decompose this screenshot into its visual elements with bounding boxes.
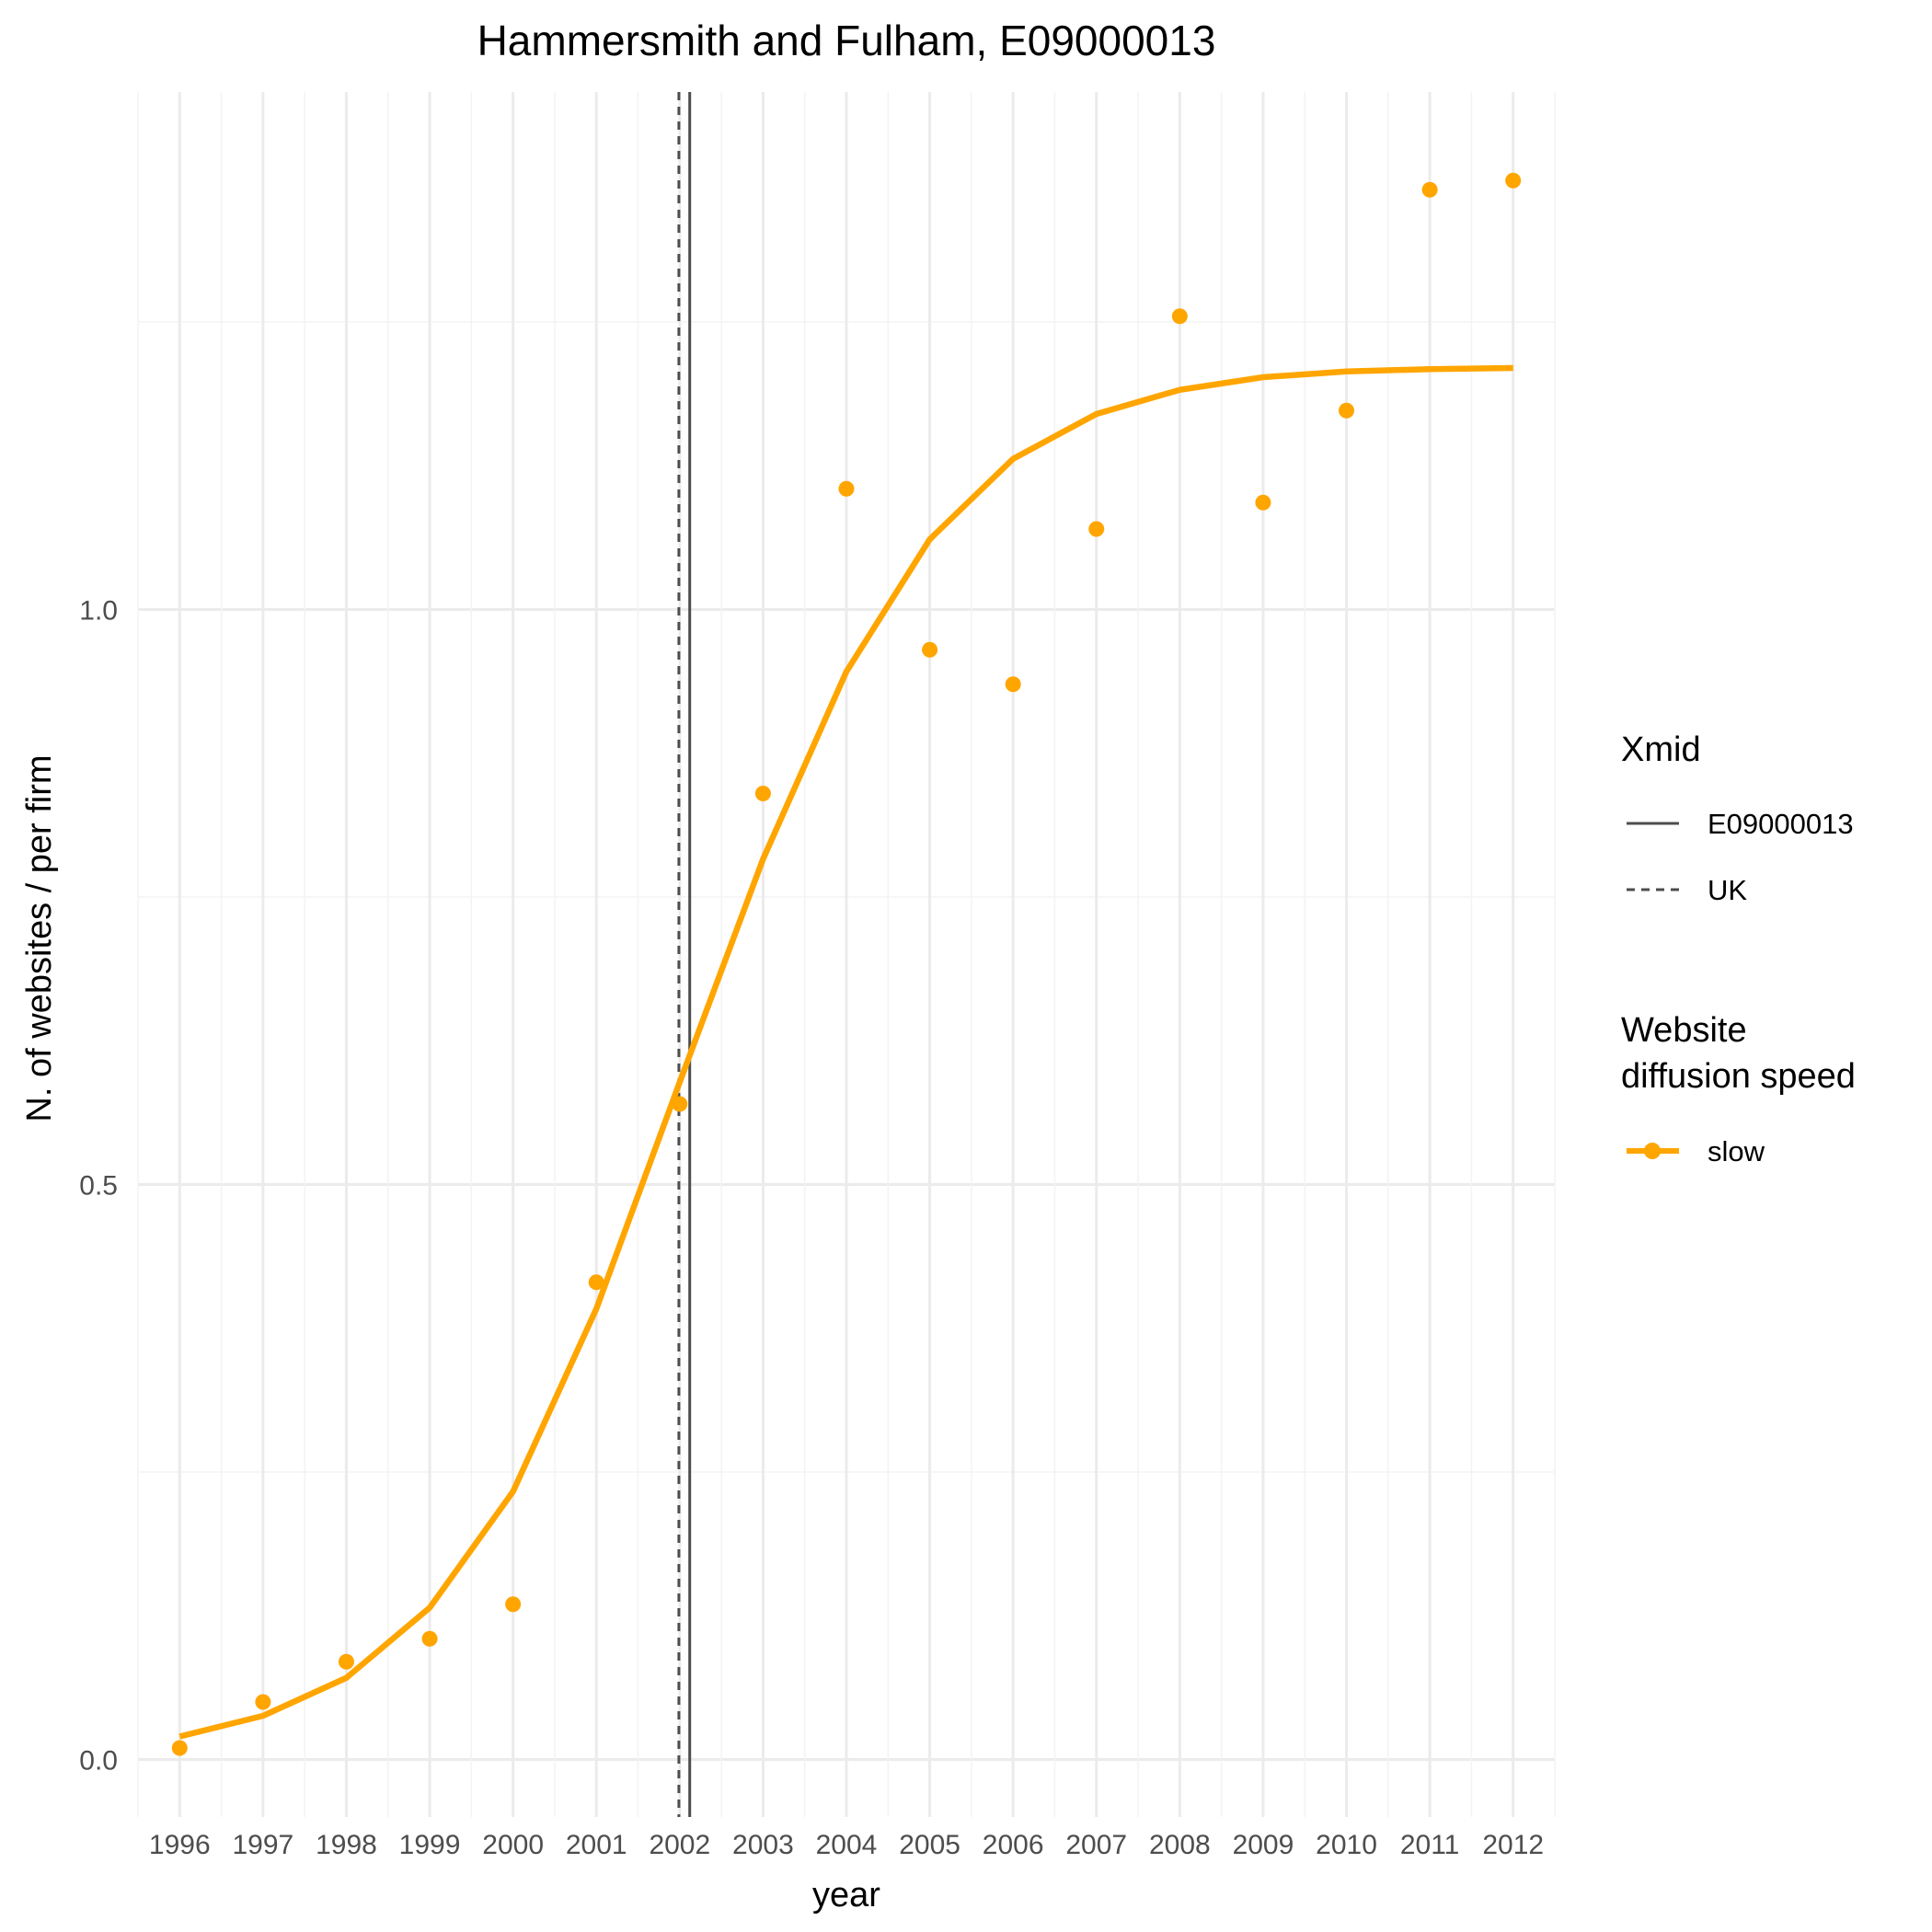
data-point-1999 bbox=[421, 1630, 438, 1647]
x-tick-label-2004: 2004 bbox=[816, 1830, 878, 1860]
axis-labels: 0.0 0.5 1.0 1996 1997 1998 1999 2000 2001 2002 200… bbox=[79, 596, 1544, 1861]
data-point-2010 bbox=[1339, 402, 1355, 419]
data-point-2005 bbox=[922, 641, 938, 658]
x-tick-label-2001: 2001 bbox=[566, 1830, 627, 1860]
legend-title-speed-line2: diffusion speed bbox=[1621, 1057, 1856, 1096]
legend-title-xmid: Xmid bbox=[1621, 730, 1701, 769]
y-axis-title: N. of websites / per firm bbox=[20, 754, 59, 1121]
x-tick-label-2003: 2003 bbox=[732, 1830, 794, 1860]
x-tick-label-2005: 2005 bbox=[899, 1830, 960, 1860]
legend-key-slow-point bbox=[1644, 1143, 1661, 1159]
data-point-1996 bbox=[171, 1740, 188, 1756]
data-point-2008 bbox=[1171, 308, 1188, 325]
data-point-2012 bbox=[1505, 172, 1522, 189]
legend-title-speed-line1: Website bbox=[1621, 1011, 1747, 1050]
x-tick-label-2002: 2002 bbox=[649, 1830, 710, 1860]
data-point-2004 bbox=[838, 480, 855, 497]
x-tick-label-2010: 2010 bbox=[1316, 1830, 1377, 1860]
data-point-2011 bbox=[1421, 181, 1438, 198]
data-point-2009 bbox=[1255, 494, 1271, 511]
x-tick-label-1997: 1997 bbox=[233, 1830, 294, 1860]
x-tick-label-2012: 2012 bbox=[1482, 1830, 1544, 1860]
y-tick-label-0: 0.0 bbox=[79, 1746, 118, 1777]
data-point-1998 bbox=[338, 1653, 354, 1670]
series-layer bbox=[171, 172, 1522, 1756]
data-point-2007 bbox=[1088, 521, 1105, 537]
data-point-2002 bbox=[672, 1096, 688, 1112]
x-tick-label-1998: 1998 bbox=[316, 1830, 377, 1860]
data-point-2006 bbox=[1005, 676, 1021, 693]
data-point-2001 bbox=[588, 1274, 604, 1291]
legend-label-uk: UK bbox=[1708, 874, 1747, 906]
grid-layer bbox=[137, 92, 1556, 1817]
x-tick-label-2007: 2007 bbox=[1065, 1830, 1127, 1860]
x-tick-label-2011: 2011 bbox=[1400, 1830, 1460, 1860]
chart-title: Hammersmith and Fulham, E09000013 bbox=[477, 17, 1216, 64]
x-axis-title: year bbox=[812, 1876, 880, 1915]
y-tick-label-1: 0.5 bbox=[79, 1171, 118, 1202]
x-tick-label-2000: 2000 bbox=[482, 1830, 544, 1860]
legend: Xmid E09000013 UK Website diffusion spee… bbox=[1621, 730, 1856, 1167]
legend-label-slow: slow bbox=[1708, 1135, 1765, 1167]
x-tick-label-1999: 1999 bbox=[399, 1830, 461, 1860]
x-tick-label-2009: 2009 bbox=[1233, 1830, 1294, 1860]
data-point-1997 bbox=[255, 1694, 271, 1710]
fitted-line-slow bbox=[178, 364, 1513, 1740]
y-tick-label-2: 1.0 bbox=[79, 596, 118, 627]
data-point-2003 bbox=[754, 786, 771, 801]
legend-label-e09000013: E09000013 bbox=[1708, 808, 1854, 840]
reference-lines bbox=[677, 92, 692, 1817]
x-tick-label-2006: 2006 bbox=[983, 1830, 1044, 1860]
x-tick-label-1996: 1996 bbox=[149, 1830, 211, 1860]
data-point-2000 bbox=[505, 1596, 522, 1613]
x-tick-label-2008: 2008 bbox=[1149, 1830, 1211, 1860]
